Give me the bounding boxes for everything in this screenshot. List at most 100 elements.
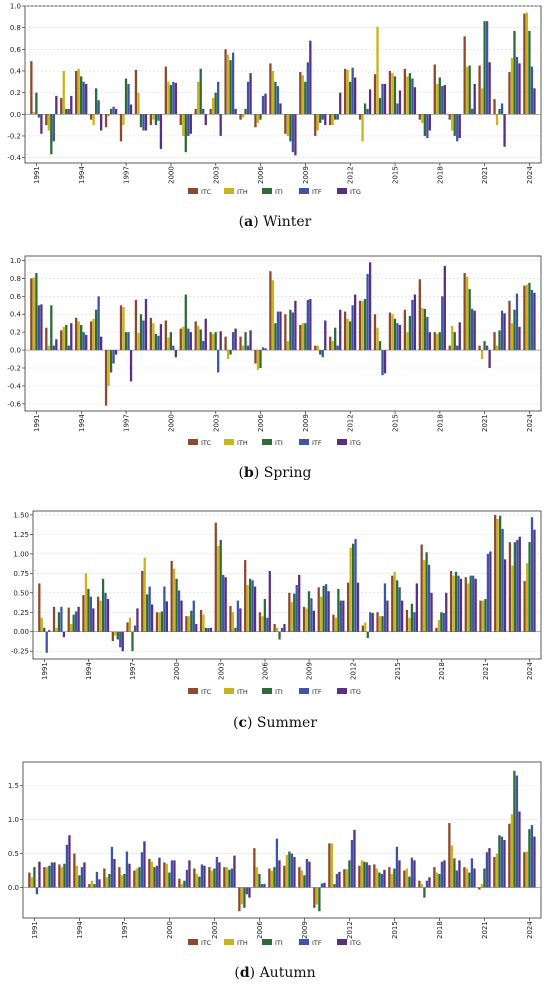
- bar-ith-2024: [525, 284, 529, 351]
- bar-itf-2007: [276, 86, 280, 115]
- legend-swatch-itf: [299, 688, 309, 694]
- legend-label-itf: ITF: [312, 688, 322, 696]
- y-tick-label: 1.25: [13, 531, 29, 539]
- bar-itc-2004: [224, 336, 227, 351]
- bar-iti-2012: [348, 860, 351, 888]
- bar-itf-1998: [142, 114, 145, 131]
- bar-itg-1991: [40, 304, 43, 351]
- bar-itf-2019: [456, 114, 459, 142]
- bar-itf-2011: [335, 873, 339, 888]
- bar-iti-2000: [169, 85, 172, 115]
- bar-itg-2003: [219, 114, 222, 136]
- bar-itf-2009: [306, 62, 309, 115]
- bar-iti-2009: [304, 81, 307, 115]
- x-tick-label: 2012: [346, 921, 354, 939]
- x-tick-label: 2009: [301, 921, 309, 939]
- bar-itg-1992: [62, 631, 66, 638]
- bar-itf-2002: [202, 108, 205, 115]
- bar-iti-2015: [393, 318, 397, 351]
- bar-itf-2000: [170, 860, 174, 888]
- bar-itf-2011: [336, 114, 339, 120]
- bar-itc-2009: [299, 72, 302, 115]
- bar-itg-2021: [489, 551, 492, 632]
- bar-itc-1991: [30, 278, 33, 351]
- bar-itf-1997: [133, 625, 137, 632]
- bar-ith-1992: [55, 627, 58, 632]
- bar-itc-2007: [269, 63, 272, 115]
- bar-iti-1992: [48, 865, 51, 888]
- bar-itc-1996: [104, 114, 108, 128]
- bar-itc-2014: [376, 612, 379, 632]
- bar-iti-2024: [528, 30, 531, 115]
- bar-itg-2016: [413, 87, 417, 115]
- bar-iti-1997: [124, 332, 128, 351]
- bar-iti-2008: [293, 593, 296, 632]
- panel-caption: (b) Spring: [239, 465, 312, 481]
- bar-iti-2013: [366, 631, 369, 638]
- bar-itf-2024: [530, 290, 534, 351]
- bar-ith-1993: [60, 867, 64, 888]
- bar-ith-2002: [197, 81, 200, 115]
- legend-swatch-itc: [188, 939, 198, 945]
- bar-iti-2021: [484, 599, 487, 632]
- x-tick-label: 1991: [33, 414, 41, 432]
- y-tick-label: 0.75: [13, 570, 29, 578]
- bar-itc-1995: [89, 114, 93, 120]
- bar-itf-2003: [215, 856, 219, 888]
- bar-iti-2023: [513, 542, 516, 632]
- bar-itc-1992: [43, 867, 46, 888]
- bar-ith-2017: [421, 307, 424, 351]
- bar-itf-1992: [52, 345, 55, 351]
- bar-itg-2005: [248, 887, 251, 898]
- bar-iti-2000: [175, 578, 178, 632]
- bar-itc-2015: [388, 312, 392, 351]
- bar-itg-2005: [249, 73, 252, 115]
- bar-itc-2001: [179, 328, 182, 351]
- bar-iti-2018: [438, 873, 441, 888]
- bar-itf-2007: [276, 311, 280, 351]
- bar-itg-2012: [356, 582, 360, 632]
- bar-itf-1994: [82, 81, 85, 115]
- bar-iti-1995: [101, 578, 105, 632]
- bar-itc-1999: [149, 114, 153, 126]
- bar-iti-1998: [139, 114, 143, 128]
- bar-ith-2007: [270, 870, 274, 888]
- bar-itf-2021: [485, 21, 489, 115]
- bar-itc-2023: [508, 72, 511, 115]
- bar-itc-2000: [164, 320, 167, 351]
- bar-itf-2008: [291, 312, 295, 351]
- bar-iti-2013: [363, 299, 367, 351]
- bar-itf-2010: [325, 584, 328, 632]
- bar-iti-2017: [423, 887, 426, 898]
- bar-itg-1997: [129, 350, 133, 382]
- bar-itg-2021: [488, 62, 491, 115]
- bar-ith-2000: [165, 863, 169, 888]
- bar-itc-2016: [403, 870, 406, 888]
- bar-itg-2012: [353, 829, 356, 888]
- bar-itc-1992: [52, 606, 56, 632]
- bar-iti-2010: [319, 114, 322, 123]
- bar-iti-2007: [278, 631, 281, 640]
- bar-itc-2013: [358, 114, 362, 120]
- x-tick-label: 2018: [436, 166, 444, 184]
- bar-ith-2011: [334, 617, 338, 632]
- bar-itg-2001: [195, 623, 198, 632]
- bar-itc-1994: [82, 595, 85, 632]
- legend-swatch-itf: [299, 939, 309, 945]
- bar-itg-2007: [283, 623, 286, 632]
- bar-itc-2005: [239, 336, 242, 351]
- bar-itg-2016: [413, 294, 417, 351]
- bar-itc-2010: [313, 887, 316, 908]
- bar-ith-1995: [90, 880, 94, 888]
- bar-iti-2003: [214, 332, 217, 351]
- bar-itf-2019: [455, 870, 459, 888]
- x-tick-label: 2021: [481, 166, 489, 184]
- x-tick-label: 2009: [306, 662, 314, 680]
- bar-iti-2007: [274, 323, 277, 351]
- bar-iti-2000: [169, 332, 172, 351]
- bar-itg-2015: [401, 600, 404, 632]
- bar-itc-2015: [388, 867, 391, 888]
- bar-itg-1997: [128, 863, 131, 888]
- x-tick-label: 2015: [392, 166, 400, 184]
- bar-itc-1993: [58, 864, 61, 888]
